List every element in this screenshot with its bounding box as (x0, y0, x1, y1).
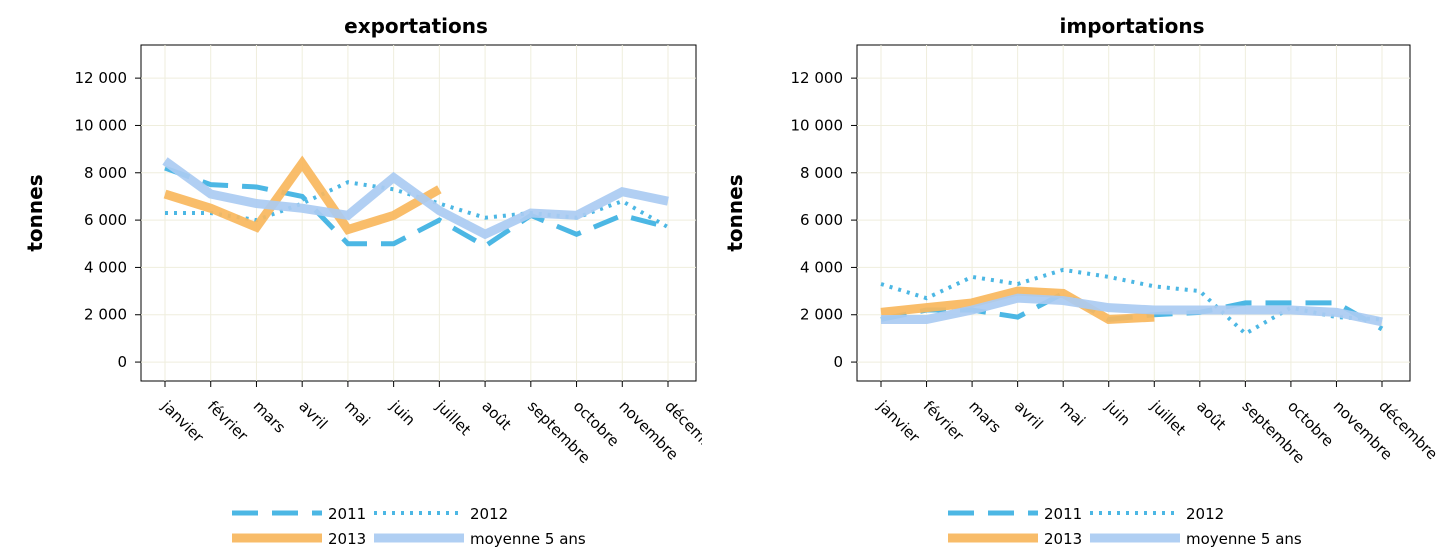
y-tick-label: 8 000 (84, 164, 127, 182)
x-tick-label: avril (295, 397, 331, 433)
y-tick-label: 4 000 (84, 258, 127, 276)
x-tick-label: janvier (873, 396, 923, 446)
y-tick-label: 2 000 (84, 306, 127, 324)
y-tick-label: 0 (833, 353, 843, 371)
y-tick-label: 12 000 (791, 69, 844, 87)
y-axis-label: tonnes (723, 174, 747, 251)
y-tick-label: 2 000 (800, 306, 843, 324)
y-tick-label: 8 000 (800, 164, 843, 182)
x-tick-label: mai (1056, 397, 1089, 430)
chart-title: exportations (344, 14, 488, 38)
y-axis-label: tonnes (23, 174, 47, 251)
legend: 2011 2012 2013 moyenne 5 ans (232, 505, 586, 547)
y-tick-label: 6 000 (800, 211, 843, 229)
x-tick-label: juillet (1147, 396, 1190, 439)
legend-label: 2013 (328, 530, 366, 547)
x-tick-label: mai (341, 397, 374, 430)
legend: 2011 2012 2013 moyenne 5 ans (948, 505, 1302, 547)
chart-panel-1: 0 2 000 4 000 6 000 8 000 10 000 12 000 janvier… (23, 14, 727, 547)
y-tick-label: 10 000 (791, 116, 844, 134)
legend-label: 2012 (470, 505, 508, 523)
y-tick-label: 12 000 (75, 69, 128, 87)
legend-label: moyenne 5 ans (1186, 530, 1302, 547)
x-tick-label: mars (965, 397, 1005, 437)
y-tick-label: 0 (117, 353, 127, 371)
legend-label: 2011 (1044, 505, 1082, 523)
x-tick-label: février (920, 397, 968, 445)
x-tick-label: avril (1011, 397, 1047, 433)
legend-label: moyenne 5 ans (470, 530, 586, 547)
x-tick-label: juin (1101, 396, 1134, 429)
x-tick-label: janvier (157, 396, 207, 446)
x-tick-label: juin (386, 396, 419, 429)
y-tick-label: 4 000 (800, 258, 843, 276)
chart-panel-2: 0 2 000 4 000 6 000 8 000 10 000 12 000 janvier… (723, 14, 1441, 547)
x-tick-label: août (478, 397, 515, 434)
legend-label: 2011 (328, 505, 366, 523)
x-tick-label: février (204, 397, 252, 445)
x-tick-label: août (1193, 397, 1230, 434)
y-tick-label: 6 000 (84, 211, 127, 229)
legend-label: 2013 (1044, 530, 1082, 547)
x-tick-label: juillet (432, 396, 475, 439)
y-tick-label: 10 000 (75, 116, 128, 134)
chart-title: importations (1060, 14, 1205, 38)
x-tick-label: mars (250, 397, 290, 437)
plot-area (857, 45, 1410, 381)
legend-label: 2012 (1186, 505, 1224, 523)
